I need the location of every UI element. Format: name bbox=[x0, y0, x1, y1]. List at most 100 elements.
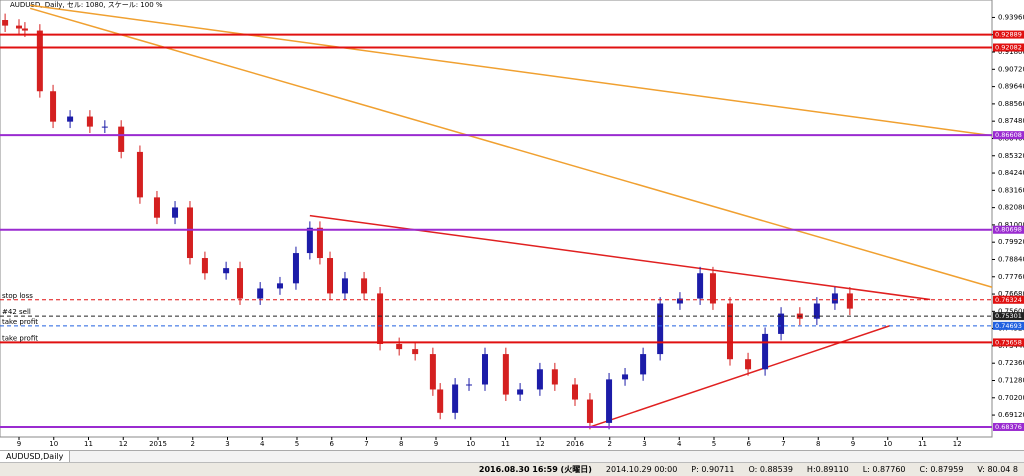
candle-body bbox=[201, 258, 208, 274]
x-tick-label: 12 bbox=[536, 440, 545, 448]
candle-body bbox=[606, 379, 613, 423]
candle-body bbox=[50, 91, 57, 122]
x-tick-label: 2016 bbox=[566, 440, 584, 448]
status-item: 2014.10.29 00:00 bbox=[605, 465, 678, 474]
status-bar: 2016.08.30 16:59 (火曜日) 2014.10.29 00:00 P:… bbox=[0, 462, 1024, 476]
level-box bbox=[993, 131, 1024, 140]
candle-body bbox=[223, 268, 230, 274]
level-note: stop loss bbox=[2, 292, 33, 300]
candle-body bbox=[586, 399, 593, 423]
candle-body bbox=[466, 384, 473, 386]
x-tick-label: 2 bbox=[191, 440, 195, 448]
x-tick-label: 7 bbox=[364, 440, 368, 448]
candle-body bbox=[136, 151, 143, 198]
candle-body bbox=[429, 354, 436, 390]
level-box bbox=[993, 295, 1024, 304]
level-note: take profit bbox=[2, 334, 38, 342]
x-tick-label: 5 bbox=[712, 440, 716, 448]
level-label: 0.76324 bbox=[995, 296, 1022, 304]
status-item: H:0.89110 bbox=[806, 465, 849, 474]
chart-tab[interactable]: AUDUSD,Daily bbox=[0, 451, 71, 462]
candle-body bbox=[361, 278, 368, 294]
candle-body bbox=[172, 207, 179, 218]
candle-body bbox=[536, 369, 543, 390]
plot-frame bbox=[0, 0, 993, 438]
x-tick-label: 6 bbox=[330, 440, 335, 448]
candle-body bbox=[101, 126, 108, 128]
candle-body bbox=[276, 283, 283, 289]
chart: AUDUSD, Daily, セル: 1080, スケール: 100 % 0.9… bbox=[0, 0, 1024, 448]
status-item: P: 0.90711 bbox=[691, 465, 735, 474]
candle-body bbox=[517, 389, 524, 395]
x-tick-label: 11 bbox=[501, 440, 510, 448]
candle-body bbox=[237, 268, 244, 299]
status-item: 2016.08.30 16:59 (火曜日) bbox=[478, 465, 592, 474]
x-tick-label: 2015 bbox=[149, 440, 167, 448]
candle-body bbox=[778, 313, 785, 334]
candle-body bbox=[482, 354, 489, 385]
x-tick-label: 10 bbox=[49, 440, 58, 448]
x-tick-label: 9 bbox=[17, 440, 21, 448]
candle-body bbox=[813, 303, 820, 319]
candle-body bbox=[726, 303, 733, 360]
x-tick-label: 11 bbox=[84, 440, 93, 448]
candle-body bbox=[327, 258, 334, 294]
candle-body bbox=[16, 25, 23, 29]
candle-body bbox=[186, 207, 193, 259]
candle-body bbox=[622, 374, 629, 380]
status-item: V: 80.04 8 bbox=[977, 465, 1018, 474]
level-label: 0.73658 bbox=[995, 338, 1022, 346]
trendline bbox=[30, 4, 992, 137]
candle-body bbox=[551, 369, 558, 385]
x-tick-label: 10 bbox=[466, 440, 475, 448]
x-tick-label: 9 bbox=[851, 440, 855, 448]
candle-body bbox=[21, 28, 28, 31]
x-tick-label: 3 bbox=[642, 440, 646, 448]
candle-body bbox=[316, 227, 323, 259]
x-tick-label: 10 bbox=[883, 440, 892, 448]
trendline bbox=[29, 7, 992, 288]
level-label: 0.92889 bbox=[995, 31, 1022, 39]
candle-body bbox=[341, 278, 348, 294]
plot bbox=[2, 4, 992, 430]
candle-body bbox=[36, 30, 43, 92]
x-tick-label: 2 bbox=[608, 440, 612, 448]
chart-title: AUDUSD, Daily, セル: 1080, スケール: 100 % bbox=[10, 1, 163, 9]
level-box bbox=[993, 225, 1024, 234]
candle-body bbox=[745, 359, 752, 370]
x-tick-label: 12 bbox=[953, 440, 962, 448]
y-tick-label: 0.69120 bbox=[998, 411, 1024, 419]
level-label: 0.74693 bbox=[995, 322, 1022, 330]
level-note: #42 sell bbox=[2, 308, 31, 316]
candle-body bbox=[831, 293, 838, 304]
candle-body bbox=[153, 197, 160, 218]
x-tick-label: 6 bbox=[747, 440, 752, 448]
level-label: 0.86608 bbox=[995, 131, 1022, 139]
level-box bbox=[993, 422, 1024, 431]
x-tick-label: 9 bbox=[434, 440, 438, 448]
x-tick-label: 12 bbox=[119, 440, 128, 448]
x-tick-label: 4 bbox=[677, 440, 682, 448]
candle-body bbox=[572, 384, 579, 400]
x-tick-label: 8 bbox=[816, 440, 820, 448]
candle-body bbox=[396, 343, 403, 350]
candle-body bbox=[86, 116, 93, 127]
candle-body bbox=[709, 273, 716, 304]
